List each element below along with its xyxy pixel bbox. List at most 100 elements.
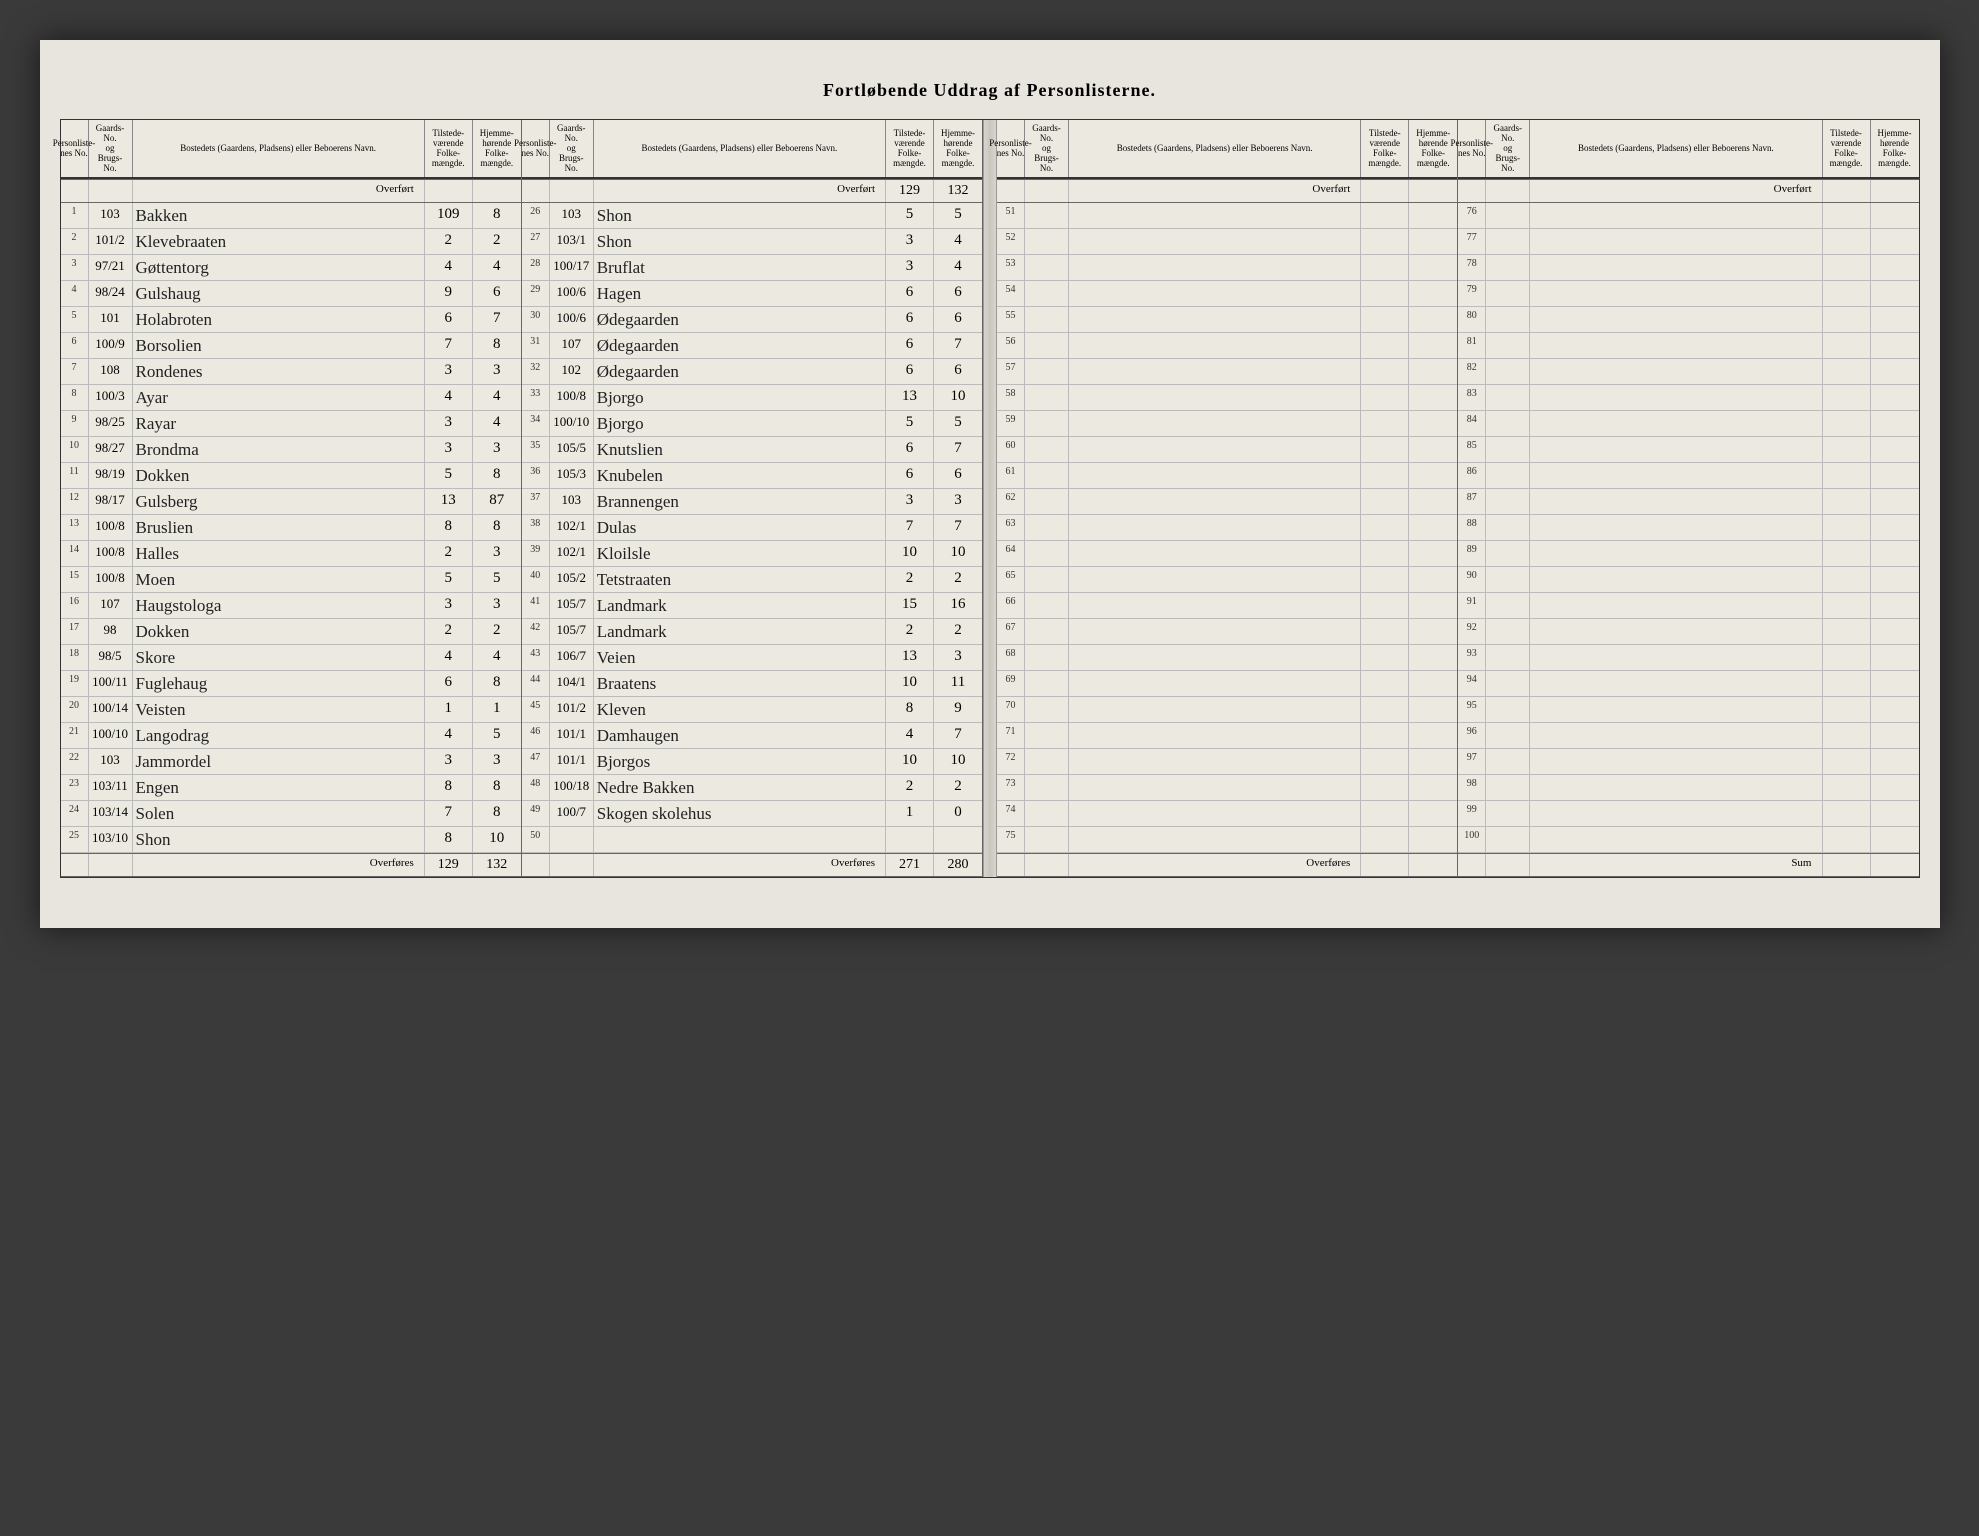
cell-gaard: 103/14 xyxy=(89,801,133,826)
table-row: 77 xyxy=(1458,229,1918,255)
cell-personliste: 75 xyxy=(997,827,1025,852)
table-row: 86 xyxy=(1458,463,1918,489)
cell-hjemme: 3 xyxy=(473,437,521,462)
cell-tilstede: 4 xyxy=(425,385,473,410)
table-row: 65 xyxy=(997,567,1457,593)
cell-hjemme: 7 xyxy=(473,307,521,332)
cell-name: Veisten xyxy=(133,697,425,722)
cell-hjemme xyxy=(1871,827,1919,852)
cell-gaard: 101/1 xyxy=(550,749,594,774)
cell-tilstede: 6 xyxy=(886,359,934,384)
overfores-til xyxy=(1361,854,1409,876)
overfort-hjem xyxy=(1409,180,1457,202)
table-row: 89 xyxy=(1458,541,1918,567)
cell-hjemme: 3 xyxy=(473,593,521,618)
cell-hjemme: 8 xyxy=(473,775,521,800)
cell-gaard: 103 xyxy=(89,203,133,228)
overfores-hjem: 280 xyxy=(934,854,982,876)
cell-tilstede: 7 xyxy=(425,801,473,826)
cell-gaard: 100/6 xyxy=(550,281,594,306)
ledger-panel: Personliste-nes No. Gaards-No.ogBrugs-No… xyxy=(522,120,983,877)
cell-gaard xyxy=(1025,203,1069,228)
cell-name xyxy=(594,827,886,852)
cell-gaard: 103/1 xyxy=(550,229,594,254)
table-row: 68 xyxy=(997,645,1457,671)
cell-hjemme xyxy=(1871,255,1919,280)
cell-name: Tetstraaten xyxy=(594,567,886,592)
cell-hjemme xyxy=(1409,515,1457,540)
cell-personliste: 66 xyxy=(997,593,1025,618)
cell-name: Solen xyxy=(133,801,425,826)
overfores-label: Overføres xyxy=(594,854,886,876)
cell-name: Shon xyxy=(594,229,886,254)
cell-hjemme xyxy=(1871,411,1919,436)
cell-tilstede: 8 xyxy=(425,775,473,800)
cell-gaard xyxy=(1025,515,1069,540)
table-row: 95 xyxy=(1458,697,1918,723)
cell-hjemme: 2 xyxy=(934,775,982,800)
cell-personliste: 71 xyxy=(997,723,1025,748)
data-rows: 51 52 53 54 55 56 xyxy=(997,203,1457,853)
cell-personliste: 50 xyxy=(522,827,550,852)
cell-tilstede: 4 xyxy=(425,723,473,748)
cell-hjemme: 8 xyxy=(473,515,521,540)
table-row: 35 105/5 Knutslien 6 7 xyxy=(522,437,982,463)
cell-hjemme: 10 xyxy=(934,541,982,566)
carry-forward-bottom: Overføres 129 132 xyxy=(61,853,521,877)
cell-name xyxy=(1069,645,1361,670)
cell-name: Kleven xyxy=(594,697,886,722)
cell-hjemme: 3 xyxy=(934,489,982,514)
cell-tilstede: 3 xyxy=(425,437,473,462)
cell-tilstede xyxy=(1823,489,1871,514)
cell-personliste: 62 xyxy=(997,489,1025,514)
cell-gaard: 100/14 xyxy=(89,697,133,722)
cell-tilstede xyxy=(1361,515,1409,540)
cell-gaard xyxy=(1025,541,1069,566)
cell-gaard xyxy=(1486,463,1530,488)
cell-personliste: 90 xyxy=(1458,567,1486,592)
cell-personliste: 48 xyxy=(522,775,550,800)
table-row: 13 100/8 Bruslien 8 8 xyxy=(61,515,521,541)
cell-hjemme: 6 xyxy=(934,463,982,488)
cell-gaard: 98/27 xyxy=(89,437,133,462)
cell-hjemme xyxy=(1409,229,1457,254)
cell-gaard xyxy=(1486,801,1530,826)
cell-tilstede xyxy=(1361,437,1409,462)
cell-hjemme: 10 xyxy=(934,385,982,410)
cell-name: Ødegaarden xyxy=(594,333,886,358)
cell-hjemme xyxy=(1871,437,1919,462)
cell-hjemme: 6 xyxy=(473,281,521,306)
cell-personliste: 46 xyxy=(522,723,550,748)
cell-hjemme xyxy=(1409,463,1457,488)
cell-personliste: 57 xyxy=(997,359,1025,384)
table-row: 17 98 Dokken 2 2 xyxy=(61,619,521,645)
cell-personliste: 35 xyxy=(522,437,550,462)
cell-gaard: 100/18 xyxy=(550,775,594,800)
cell-name: Jammordel xyxy=(133,749,425,774)
cell-personliste: 63 xyxy=(997,515,1025,540)
cell-name xyxy=(1530,541,1822,566)
cell-personliste: 97 xyxy=(1458,749,1486,774)
book-spine xyxy=(983,120,997,877)
cell-name: Brondma xyxy=(133,437,425,462)
table-row: 93 xyxy=(1458,645,1918,671)
cell-gaard: 98/19 xyxy=(89,463,133,488)
overfores-label: Overføres xyxy=(133,854,425,876)
cell-personliste: 76 xyxy=(1458,203,1486,228)
cell-personliste: 91 xyxy=(1458,593,1486,618)
cell-hjemme xyxy=(1409,827,1457,852)
cell-personliste: 42 xyxy=(522,619,550,644)
table-row: 42 105/7 Landmark 2 2 xyxy=(522,619,982,645)
cell-gaard: 105/3 xyxy=(550,463,594,488)
cell-personliste: 40 xyxy=(522,567,550,592)
cell-hjemme: 5 xyxy=(473,723,521,748)
cell-name xyxy=(1530,437,1822,462)
cell-tilstede xyxy=(1361,229,1409,254)
cell-gaard xyxy=(1486,827,1530,852)
cell-hjemme: 4 xyxy=(473,255,521,280)
cell-gaard: 98/5 xyxy=(89,645,133,670)
cell-hjemme: 8 xyxy=(473,801,521,826)
cell-name xyxy=(1530,827,1822,852)
cell-gaard xyxy=(1486,619,1530,644)
cell-gaard xyxy=(1025,827,1069,852)
